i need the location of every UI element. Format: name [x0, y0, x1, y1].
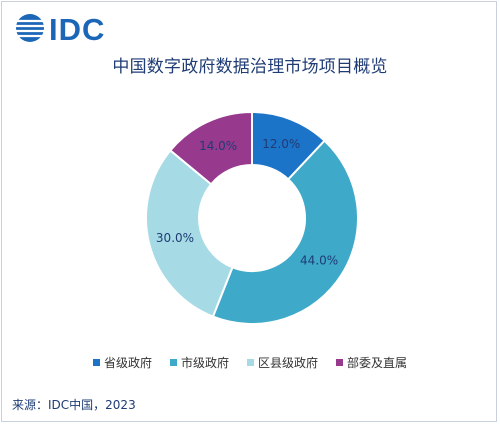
chart-title: 中国数字政府数据治理市场项目概览	[112, 57, 388, 77]
legend-swatch	[169, 359, 177, 366]
idc-logo: IDC	[12, 8, 117, 48]
legend-item-county: 区县级政府	[247, 354, 318, 371]
globe-icon	[16, 14, 44, 42]
slice-label-provincial: 12.0%	[262, 137, 300, 151]
legend-label: 市级政府	[180, 356, 229, 370]
slice-label-ministry: 14.0%	[199, 139, 237, 153]
source-note: 来源：IDC中国，2023	[12, 398, 136, 412]
legend-item-ministry: 部委及直属	[336, 354, 407, 371]
legend-item-municipal: 市级政府	[169, 354, 229, 371]
slice-label-municipal: 44.0%	[300, 254, 338, 268]
slice-ministry	[168, 110, 253, 186]
legend-swatch	[92, 359, 100, 366]
legend-item-provincial: 省级政府	[92, 354, 152, 371]
logo-text: IDC	[49, 12, 105, 47]
legend-swatch	[247, 359, 254, 366]
legend-label: 部委及直属	[347, 356, 408, 370]
legend: 省级政府 市级政府 区县级政府 部委及直属	[0, 354, 500, 371]
slice-label-county: 30.0%	[156, 231, 194, 245]
legend-label: 区县级政府	[258, 356, 319, 370]
slice-municipal	[211, 139, 359, 325]
slice-county	[145, 149, 234, 318]
legend-swatch	[336, 359, 344, 366]
legend-label: 省级政府	[103, 356, 152, 370]
